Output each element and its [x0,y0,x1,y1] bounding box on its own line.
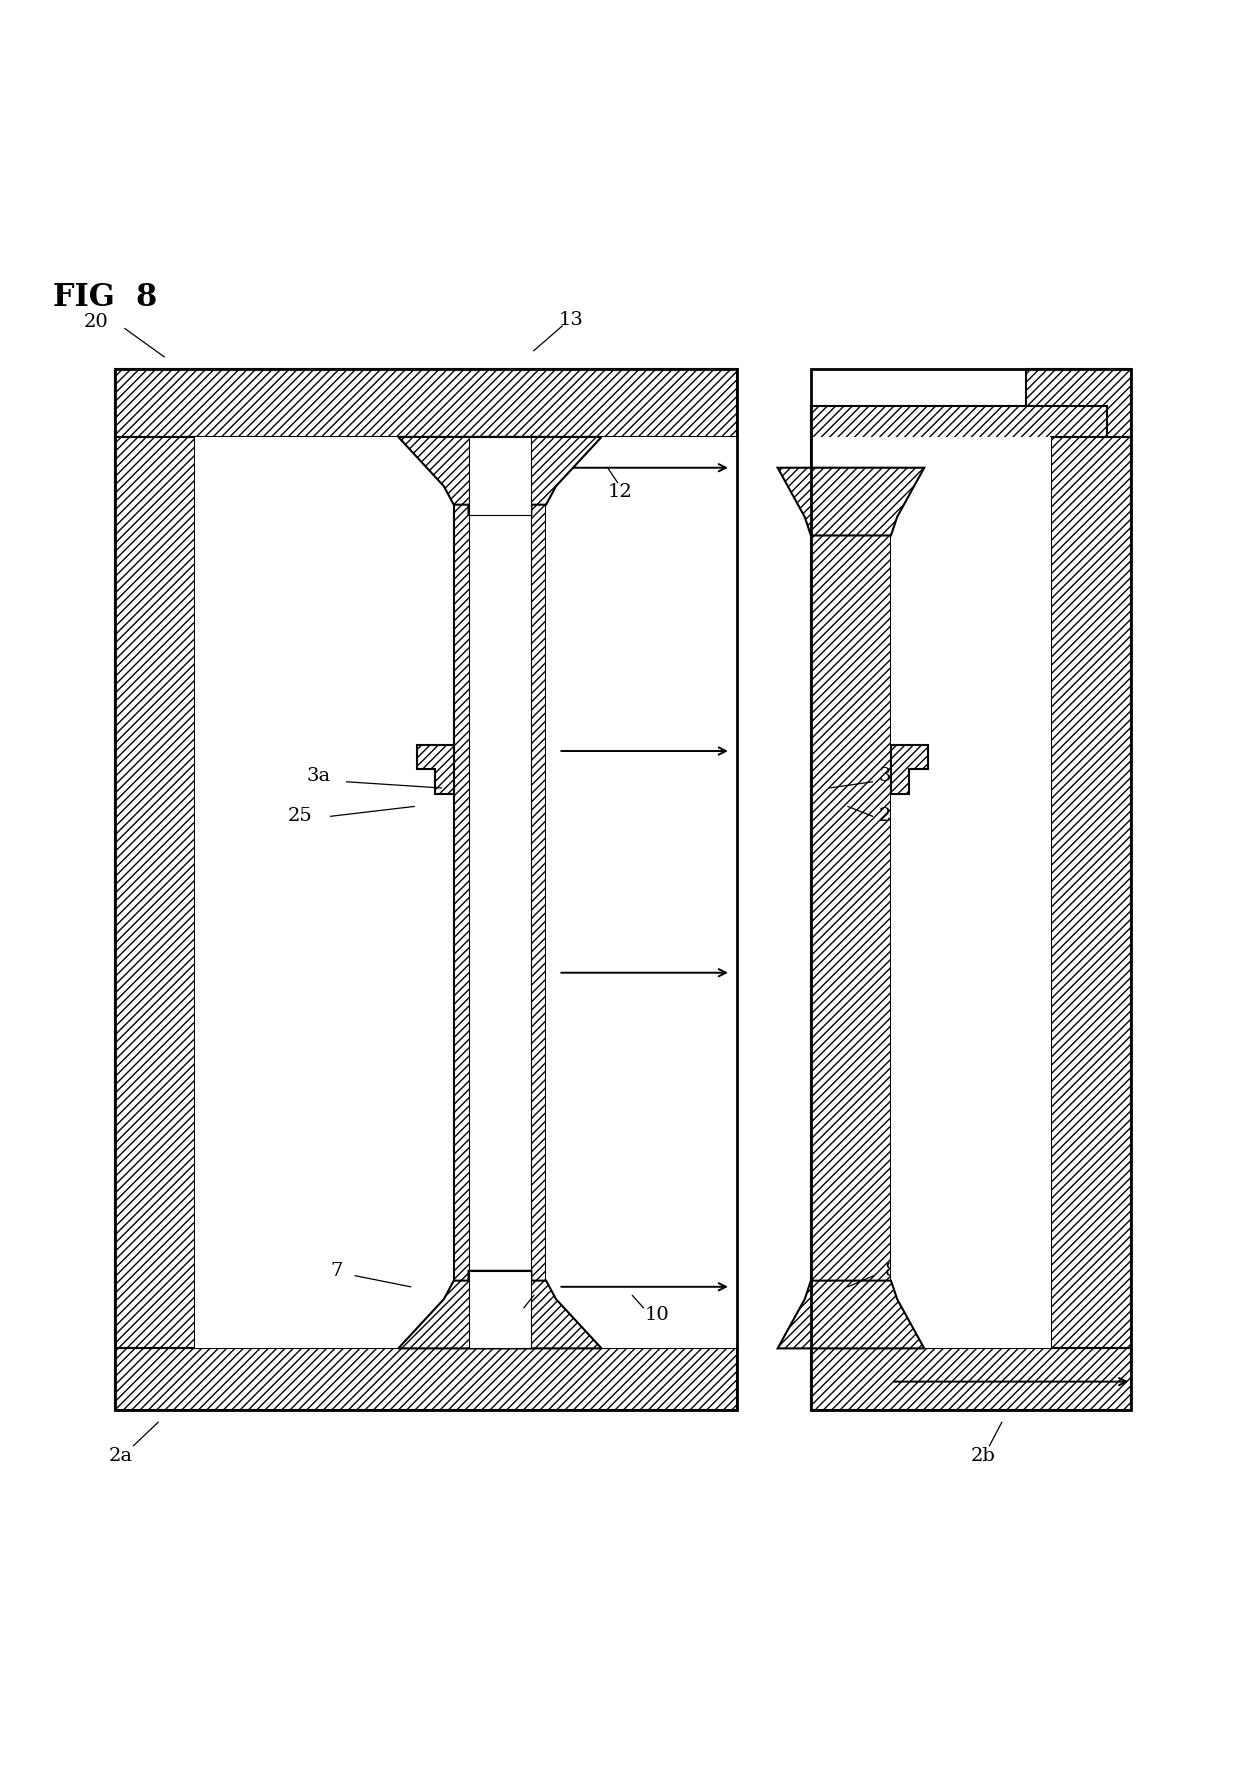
Bar [115,369,737,436]
Bar [1027,369,1131,436]
Text: 3a: 3a [306,766,330,785]
Bar [454,436,546,1349]
Text: 20: 20 [84,314,109,332]
Text: 13: 13 [558,310,583,330]
Bar [469,459,531,1326]
Text: 10: 10 [645,1307,670,1324]
Bar [1052,436,1131,1349]
Bar [892,436,1052,1349]
Bar [811,436,1052,1349]
Text: 3b: 3b [878,766,904,785]
Bar [115,436,195,1349]
Polygon shape [777,468,924,535]
Text: 12: 12 [608,484,632,502]
Text: 9: 9 [510,1307,522,1324]
Bar [195,436,454,1349]
Text: 8: 8 [885,1262,898,1280]
Bar [811,406,1106,468]
Polygon shape [398,1271,601,1349]
Polygon shape [398,436,601,514]
Text: 7: 7 [331,1262,343,1280]
Polygon shape [417,745,454,794]
Polygon shape [777,1280,924,1349]
Text: 2a: 2a [109,1447,133,1464]
Polygon shape [469,436,531,514]
Text: 26: 26 [879,807,904,824]
Bar [811,1349,1131,1410]
Bar [811,369,1131,1410]
Text: 2b: 2b [971,1447,996,1464]
Polygon shape [892,745,928,794]
Bar [115,1349,737,1410]
Bar [546,436,737,1349]
Bar [115,369,737,1410]
Polygon shape [469,1271,531,1349]
Bar [811,468,892,1349]
Text: FIG  8: FIG 8 [53,282,157,314]
Text: 25: 25 [288,807,312,824]
